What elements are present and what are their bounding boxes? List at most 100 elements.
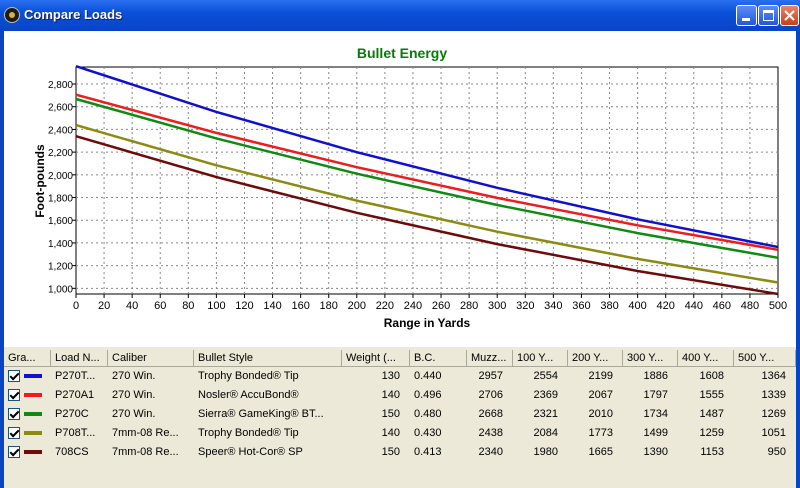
table-cell: 1980 <box>533 446 558 458</box>
table-cell: 0.440 <box>414 370 442 382</box>
column-header[interactable]: B.C. <box>410 350 467 367</box>
table-cell: 1259 <box>699 427 724 439</box>
table-cell: 2706 <box>478 389 503 401</box>
table-cell: P270T... <box>55 370 96 382</box>
y-tick-label: 2,800 <box>48 80 73 91</box>
table-cell: 0.480 <box>414 408 442 420</box>
x-tick-label: 200 <box>348 300 366 312</box>
table-cell: 950 <box>767 446 786 458</box>
series-line <box>75 93 779 252</box>
table-row[interactable]: 708CS 7mm-08 Re... Speer® Hot-Cor® SP 150 0.… <box>4 443 796 462</box>
table-row[interactable]: P708T... 7mm-08 Re... Trophy Bonded® Tip 14… <box>4 424 796 443</box>
table-cell: 270 Win. <box>112 389 156 401</box>
series-line <box>75 134 779 296</box>
minimize-button[interactable] <box>736 5 757 26</box>
series-color-swatch <box>24 450 42 454</box>
y-tick-label: 1,800 <box>48 194 73 205</box>
x-tick-label: 180 <box>320 300 338 312</box>
table-cell: P708T... <box>55 427 96 439</box>
table-cell: P270C <box>55 408 89 420</box>
loads-table: Gra... Load N... Caliber Bullet Style Weight… <box>0 347 800 488</box>
series-line <box>75 97 779 260</box>
table-cell: 2010 <box>588 408 613 420</box>
minimize-icon <box>742 18 750 21</box>
table-cell: 2067 <box>588 389 613 401</box>
table-cell: 130 <box>381 370 400 382</box>
table-cell: 708CS <box>55 446 89 458</box>
x-tick-label: 60 <box>154 300 166 312</box>
table-cell: 2369 <box>533 389 558 401</box>
maximize-button[interactable] <box>758 5 779 26</box>
x-tick-label: 440 <box>685 300 703 312</box>
x-axis-label: Range in Yards <box>384 316 471 330</box>
table-cell: Trophy Bonded® Tip <box>198 427 299 439</box>
close-button[interactable] <box>780 5 799 26</box>
column-header[interactable]: Gra... <box>4 350 51 367</box>
maximize-icon <box>763 10 774 21</box>
x-tick-label: 400 <box>628 300 646 312</box>
series-color-swatch <box>24 393 42 397</box>
graph-checkbox[interactable] <box>8 446 20 458</box>
table-row[interactable]: P270T... 270 Win. Trophy Bonded® Tip 130 0.4… <box>4 367 796 386</box>
graph-checkbox[interactable] <box>8 370 20 382</box>
table-cell: 140 <box>381 427 400 439</box>
series-color-swatch <box>24 374 42 378</box>
table-cell: 1269 <box>761 408 786 420</box>
x-tick-label: 500 <box>769 300 787 312</box>
x-tick-label: 40 <box>126 300 138 312</box>
y-axis-label: Foot-pounds <box>33 144 47 218</box>
x-tick-label: 300 <box>488 300 506 312</box>
column-header[interactable]: 200 Y... <box>568 350 623 367</box>
column-header[interactable]: Caliber <box>108 350 194 367</box>
y-tick-label: 1,400 <box>48 239 73 250</box>
y-tick-label: 2,600 <box>48 103 73 114</box>
close-icon <box>784 10 795 21</box>
column-header[interactable]: Bullet Style <box>194 350 342 367</box>
table-cell: 2321 <box>533 408 558 420</box>
y-tick-label: 2,000 <box>48 171 73 182</box>
table-cell: 140 <box>381 389 400 401</box>
table-cell: 1390 <box>643 446 668 458</box>
column-header[interactable]: Load N... <box>51 350 108 367</box>
app-icon[interactable] <box>4 7 20 23</box>
table-cell: Trophy Bonded® Tip <box>198 370 299 382</box>
table-cell: 2084 <box>533 427 558 439</box>
x-tick-label: 240 <box>404 300 422 312</box>
table-cell: 0.430 <box>414 427 442 439</box>
graph-checkbox[interactable] <box>8 427 20 439</box>
column-header[interactable]: Weight (... <box>342 350 410 367</box>
x-tick-label: 20 <box>98 300 110 312</box>
y-tick-label: 1,000 <box>48 284 73 295</box>
series-color-swatch <box>24 431 42 435</box>
series-line <box>75 65 779 249</box>
axis-ticks: 0 20 40 60 80 100 120 140 160 180 200 220 240 260 280 3… <box>48 80 787 312</box>
y-tick-label: 1,200 <box>48 262 73 273</box>
column-header[interactable]: 100 Y... <box>513 350 568 367</box>
table-cell: 1364 <box>761 370 786 382</box>
graph-checkbox[interactable] <box>8 408 20 420</box>
window-title: Compare Loads <box>24 7 123 22</box>
title-bar[interactable]: Compare Loads <box>0 0 800 31</box>
column-header[interactable]: Muzz... <box>467 350 513 367</box>
table-cell: 0.413 <box>414 446 442 458</box>
table-cell: 1339 <box>761 389 786 401</box>
x-tick-label: 340 <box>544 300 562 312</box>
table-cell: Speer® Hot-Cor® SP <box>198 446 303 458</box>
table-row[interactable]: P270C 270 Win. Sierra® GameKing® BT... 150 0… <box>4 405 796 424</box>
x-tick-label: 220 <box>376 300 394 312</box>
table-cell: 1773 <box>588 427 613 439</box>
y-tick-label: 2,200 <box>48 148 73 159</box>
graph-checkbox[interactable] <box>8 389 20 401</box>
column-header[interactable]: 400 Y... <box>678 350 734 367</box>
table-cell: 270 Win. <box>112 370 156 382</box>
table-cell: 0.496 <box>414 389 442 401</box>
x-tick-label: 460 <box>713 300 731 312</box>
table-cell: 2668 <box>478 408 503 420</box>
table-cell: 2957 <box>478 370 503 382</box>
table-cell: 1608 <box>699 370 724 382</box>
table-row[interactable]: P270A1 270 Win. Nosler® AccuBond® 140 0.496 2… <box>4 386 796 405</box>
y-tick-label: 2,400 <box>48 125 73 136</box>
table-cell: 1051 <box>761 427 786 439</box>
column-header[interactable]: 300 Y... <box>623 350 678 367</box>
column-header[interactable]: 500 Y... <box>734 350 796 367</box>
